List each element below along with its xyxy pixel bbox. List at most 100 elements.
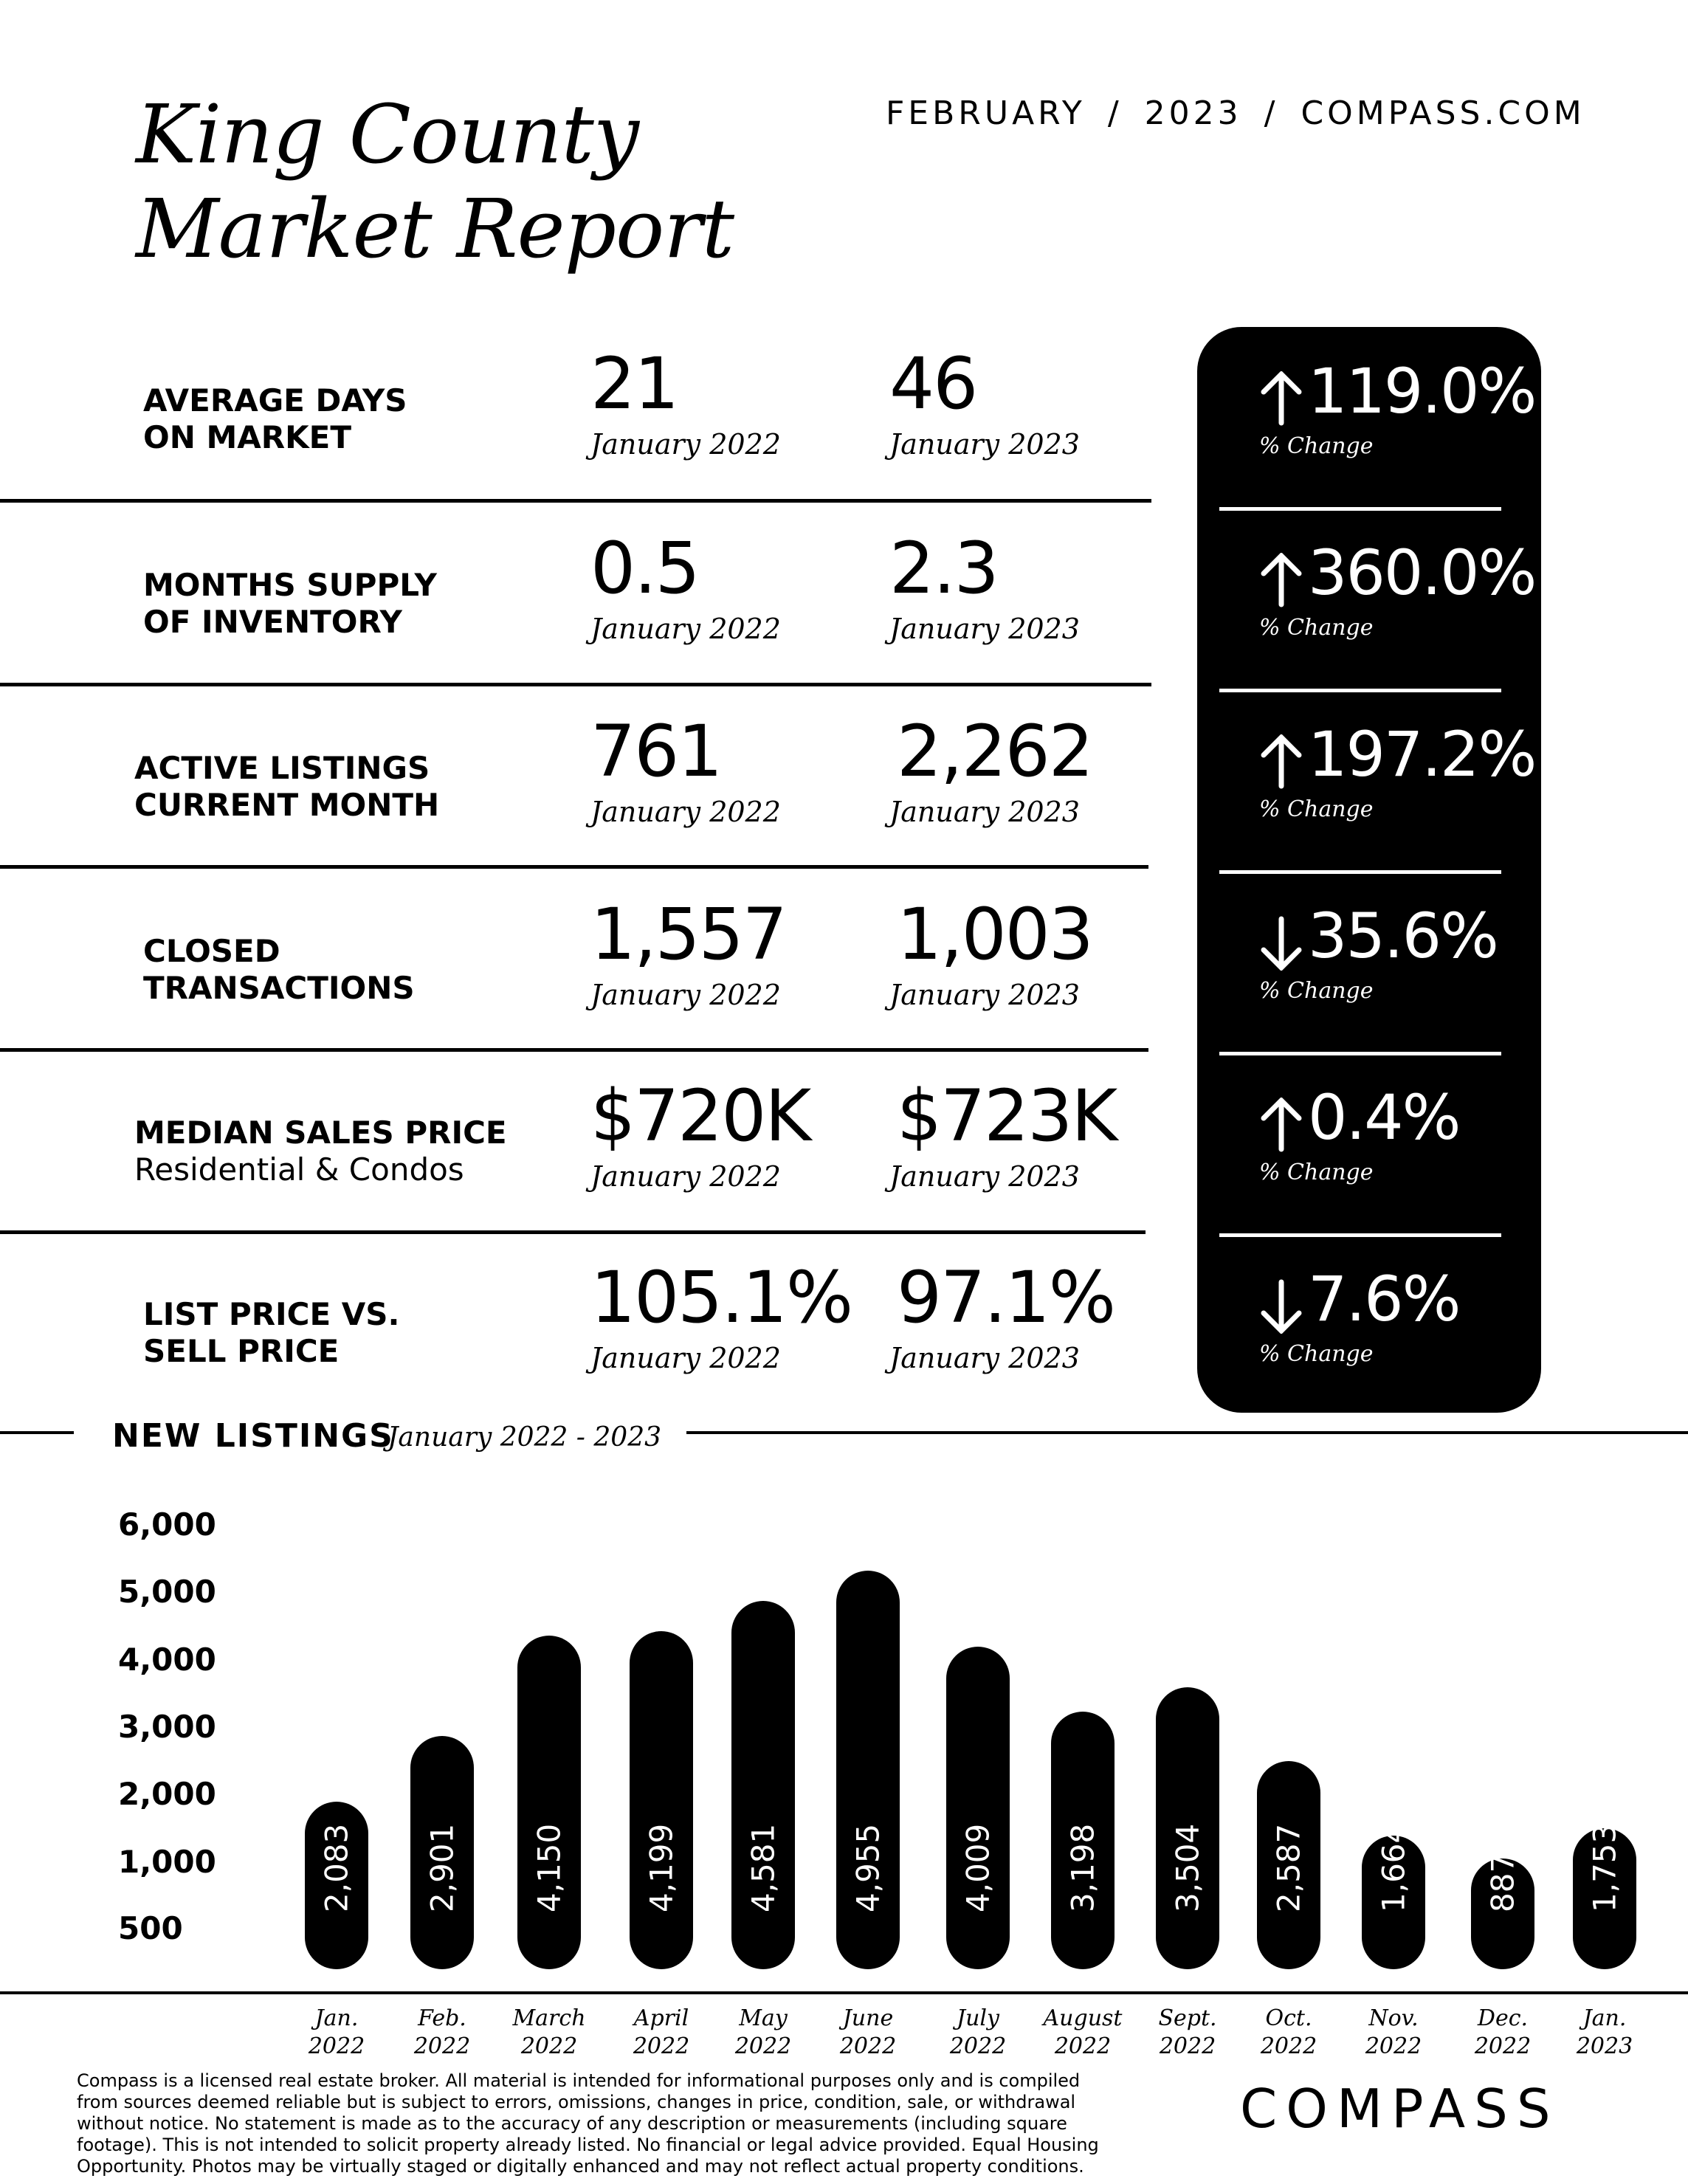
value-january-2022: 21	[590, 342, 679, 425]
panel-divider	[1219, 1233, 1501, 1237]
x-tick-year: 2022	[1474, 2033, 1532, 2059]
metric-label-line-1: LIST PRICE VS.	[143, 1296, 400, 1332]
percent-change-value: 35.6%	[1308, 900, 1499, 972]
chart-bar: 2,901	[410, 1735, 474, 1969]
y-tick-label: 4,000	[118, 1642, 216, 1678]
x-tick-label: Oct. 2022	[1244, 2005, 1333, 2061]
value-january-2022: 1,557	[590, 893, 788, 976]
chart-bar: 4,199	[630, 1631, 693, 1969]
value-january-2022: 0.5	[590, 527, 700, 610]
bar-value-label: 4,581	[745, 1823, 782, 1912]
y-tick-label: 2,000	[118, 1776, 216, 1812]
section-rule-right	[686, 1431, 1688, 1434]
chart-bar: 1,664	[1362, 1824, 1425, 1969]
title-line-2: Market Report	[136, 182, 734, 276]
value-january-2023: 2.3	[889, 527, 999, 610]
x-tick-month: March	[512, 2005, 586, 2031]
change-cell: 197.2% % Change	[1197, 690, 1541, 871]
arrow-up-icon	[1261, 371, 1302, 426]
x-tick-year: 2022	[839, 2033, 897, 2059]
x-tick-month: Feb.	[418, 2005, 466, 2031]
metric-label: ACTIVE LISTINGS CURRENT MONTH	[134, 750, 439, 824]
metric-label-line-2: SELL PRICE	[143, 1333, 340, 1369]
x-tick-year: 2022	[1159, 2033, 1216, 2059]
percent-change-value: 360.0%	[1308, 537, 1537, 609]
bar-value-label: 4,955	[850, 1823, 886, 1912]
metric-label: MONTHS SUPPLY OF INVENTORY	[143, 567, 437, 641]
x-tick-label: Dec. 2022	[1458, 2005, 1547, 2061]
x-tick-month: Jan.	[1582, 2005, 1627, 2031]
row-divider	[0, 1230, 1146, 1234]
panel-divider	[1219, 507, 1501, 511]
x-tick-month: Nov.	[1368, 2005, 1419, 2031]
report-month: FEBRUARY	[886, 94, 1086, 132]
x-tick-month: Oct.	[1265, 2005, 1312, 2031]
x-tick-label: Feb. 2022	[398, 2005, 486, 2061]
metric-label-line-1: MONTHS SUPPLY	[143, 567, 437, 603]
report-title: King County Market Report	[136, 87, 734, 276]
value-january-2022: 761	[590, 710, 723, 793]
metric-label-line-1: MEDIAN SALES PRICE	[134, 1115, 507, 1151]
x-tick-year: 2022	[1054, 2033, 1112, 2059]
bar-value-label: 4,150	[531, 1823, 568, 1912]
date-january-2022: January 2022	[590, 796, 781, 828]
date-january-2023: January 2023	[889, 613, 1080, 645]
date-january-2023: January 2023	[889, 1160, 1080, 1193]
row-divider	[0, 499, 1151, 503]
y-tick-label: 5,000	[118, 1574, 216, 1610]
percent-change-value: 0.4%	[1308, 1081, 1461, 1154]
chart-baseline	[0, 1991, 1688, 1994]
chart-bar: 4,581	[731, 1600, 795, 1969]
metric-label: AVERAGE DAYS ON MARKET	[143, 382, 407, 456]
arrow-up-icon	[1261, 553, 1302, 607]
value-january-2023: $723K	[897, 1075, 1117, 1157]
y-tick-label: 1,000	[118, 1844, 216, 1880]
change-panel: 119.0% % Change 360.0% % Change 197.2% % Chan…	[1197, 327, 1541, 1413]
chart-bar: 2,083	[305, 1801, 368, 1969]
arrow-down-icon	[1261, 916, 1302, 971]
date-january-2023: January 2023	[889, 1342, 1080, 1374]
percent-change-value: 119.0%	[1308, 355, 1537, 427]
bar-value-label: 1,753	[1586, 1823, 1623, 1912]
change-cell: 35.6% % Change	[1197, 872, 1541, 1053]
date-january-2022: January 2022	[590, 979, 781, 1011]
value-january-2023: 2,262	[897, 710, 1094, 793]
metric-label-line-1: ACTIVE LISTINGS	[134, 750, 430, 786]
metric-label-line-2: TRANSACTIONS	[143, 970, 415, 1006]
x-tick-label: August 2022	[1038, 2005, 1127, 2061]
x-tick-label: Sept. 2022	[1143, 2005, 1232, 2061]
x-tick-year: 2022	[1365, 2033, 1422, 2059]
x-tick-label: July 2022	[934, 2005, 1022, 2061]
bar-value-label: 3,198	[1064, 1823, 1101, 1912]
report-year: 2023	[1144, 94, 1242, 132]
value-january-2022: $720K	[590, 1075, 811, 1157]
change-cell: 7.6% % Change	[1197, 1235, 1541, 1416]
change-cell: 360.0% % Change	[1197, 509, 1541, 689]
x-tick-label: Jan. 2023	[1560, 2005, 1649, 2061]
disclaimer: Compass is a licensed real estate broker…	[77, 2070, 1099, 2177]
chart-bar: 3,198	[1051, 1712, 1115, 1969]
date-january-2023: January 2023	[889, 796, 1080, 828]
percent-change-value: 7.6%	[1308, 1263, 1461, 1335]
site-link[interactable]: COMPASS.COM	[1301, 94, 1585, 132]
x-tick-year: 2022	[308, 2033, 365, 2059]
panel-divider	[1219, 870, 1501, 874]
metric-label-line-2: CURRENT MONTH	[134, 787, 440, 823]
x-tick-year: 2022	[633, 2033, 690, 2059]
change-cell: 119.0% % Change	[1197, 327, 1541, 508]
y-tick-label: 6,000	[118, 1506, 216, 1543]
metric-label-line-1: AVERAGE DAYS	[143, 382, 407, 418]
percent-change-value: 197.2%	[1308, 718, 1537, 790]
x-tick-year: 2022	[734, 2033, 792, 2059]
row-divider	[0, 1048, 1148, 1052]
change-cell: 0.4% % Change	[1197, 1053, 1541, 1234]
bar-value-label: 4,009	[960, 1823, 996, 1912]
x-tick-label: Jan. 2022	[292, 2005, 381, 2061]
x-tick-year: 2022	[520, 2033, 578, 2059]
date-january-2022: January 2022	[590, 428, 781, 461]
x-tick-label: March 2022	[505, 2005, 593, 2061]
bar-value-label: 2,083	[318, 1823, 355, 1912]
compass-logo: COMPASS	[1240, 2078, 1560, 2140]
x-tick-month: April	[633, 2005, 689, 2031]
x-tick-year: 2022	[949, 2033, 1007, 2059]
